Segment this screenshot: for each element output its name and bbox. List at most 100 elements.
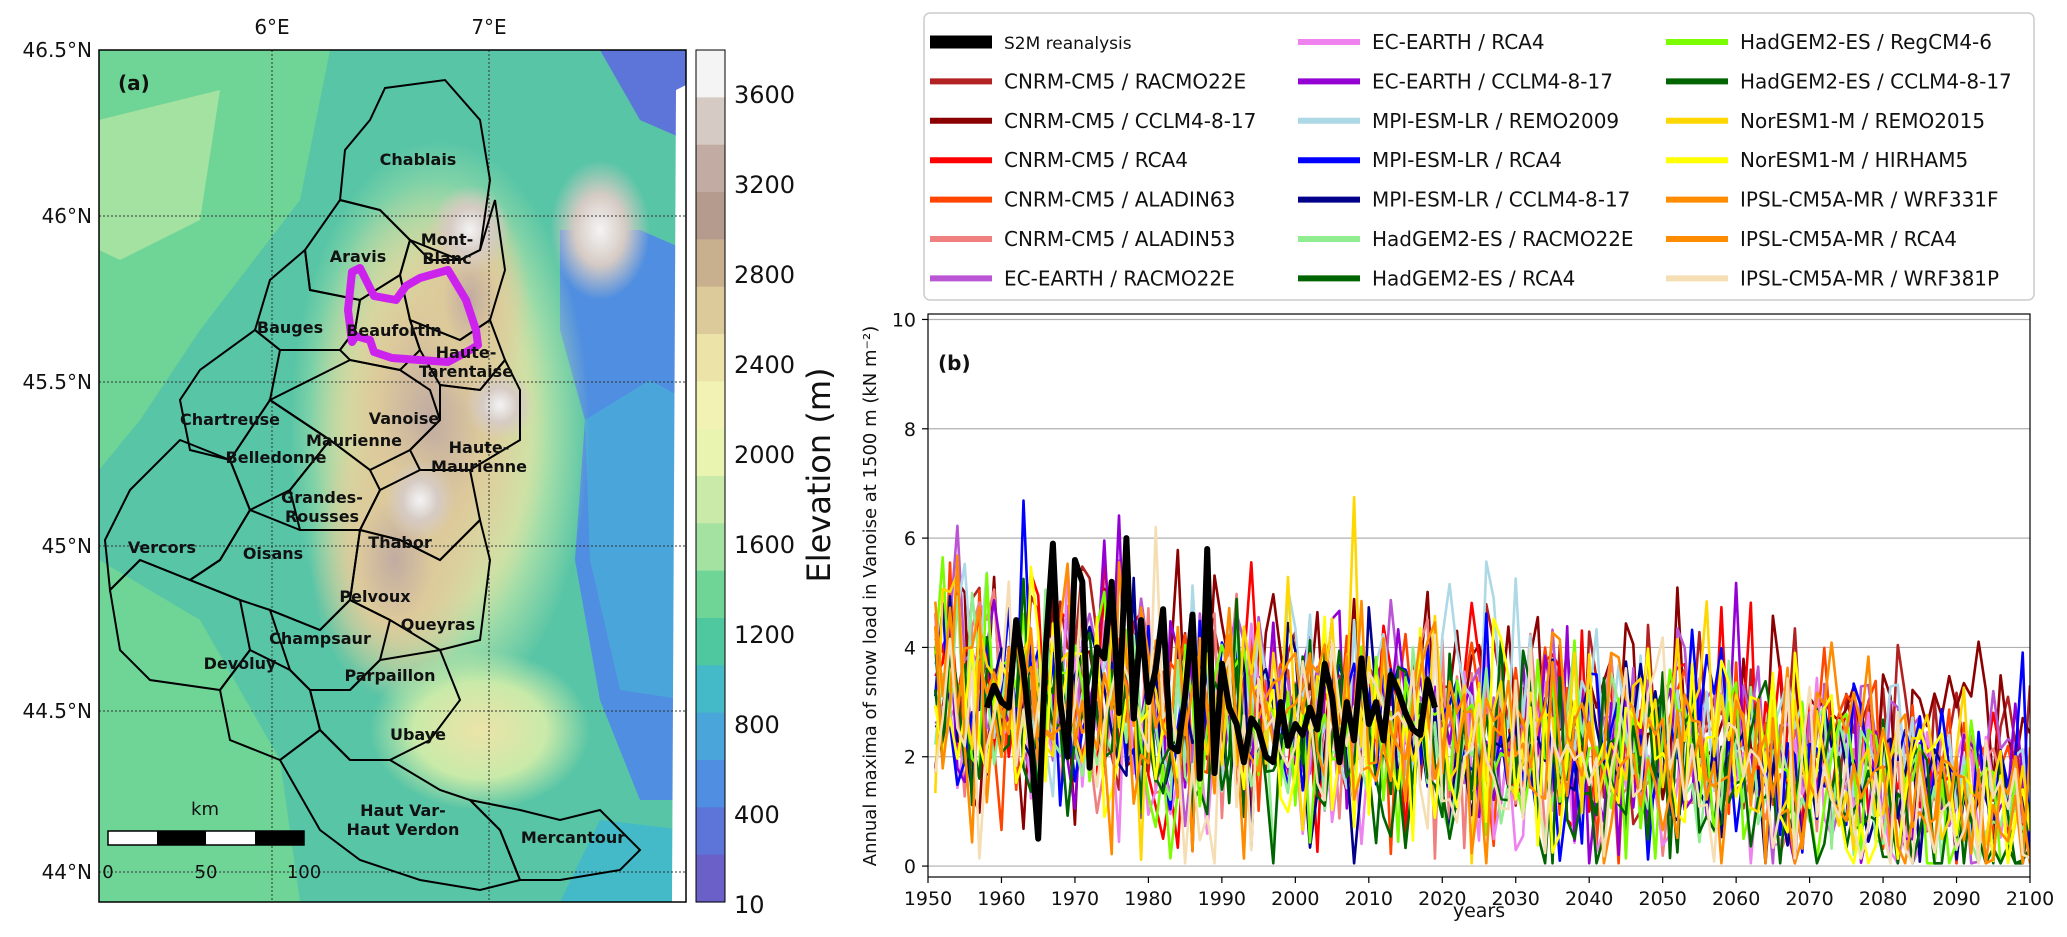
massif-label: Pelvoux bbox=[339, 587, 411, 606]
x-tick-label: 2040 bbox=[1565, 888, 1613, 910]
colorbar-swatch bbox=[696, 334, 725, 382]
colorbar-swatch bbox=[696, 50, 725, 98]
colorbar-tick: 1600 bbox=[734, 531, 795, 559]
y-tick-label: 4 bbox=[904, 637, 916, 659]
lat-label: 44°N bbox=[42, 860, 92, 884]
colorbar-tick: 800 bbox=[734, 711, 780, 739]
colorbar-tick: 3600 bbox=[734, 81, 795, 109]
massif-label-part: Rousses bbox=[285, 507, 359, 526]
massif-label: Belledonne bbox=[226, 448, 327, 467]
colorbar-swatch bbox=[696, 144, 725, 193]
legend-label: CNRM-CM5 / ALADIN63 bbox=[1004, 188, 1235, 212]
colorbar-swatch bbox=[696, 286, 725, 335]
legend-label: CNRM-CM5 / ALADIN53 bbox=[1004, 227, 1235, 251]
lat-label: 46.5°N bbox=[23, 38, 93, 62]
scale-bar-tick: 50 bbox=[195, 862, 218, 883]
x-tick-label: 2070 bbox=[1785, 888, 1833, 910]
massif-label-part: Haut Verdon bbox=[347, 820, 460, 839]
massif-label: Maurienne bbox=[306, 431, 402, 450]
lat-label: 45°N bbox=[42, 534, 92, 558]
massif-label: Devoluy bbox=[204, 654, 277, 673]
massif-label: Vercors bbox=[128, 538, 196, 557]
massif-label: Vanoise bbox=[369, 409, 440, 428]
x-tick-label: 2050 bbox=[1638, 888, 1686, 910]
colorbar-tick: 2000 bbox=[734, 441, 795, 469]
massif-label-part: Haute- bbox=[449, 438, 510, 457]
x-tick-label: 1970 bbox=[1051, 888, 1099, 910]
map-lat-labels: 46.5°N 46°N 45.5°N 45°N 44.5°N 44°N 6°E … bbox=[23, 15, 507, 884]
colorbar-swatch bbox=[696, 192, 725, 240]
colorbar-ticks: 3600 3200 2800 2400 2000 1600 1200 800 4… bbox=[734, 81, 795, 919]
elevation-map: Chablais Aravis Mont-Blanc Bauges Beaufo… bbox=[23, 15, 687, 903]
panel-a-label: (a) bbox=[118, 71, 150, 95]
legend-label: EC-EARTH / CCLM4-8-17 bbox=[1372, 69, 1613, 93]
colorbar-swatch bbox=[696, 97, 725, 146]
lat-label: 46°N bbox=[42, 204, 92, 228]
massif-label: Mont-Blanc bbox=[421, 230, 474, 268]
x-tick-label: 2100 bbox=[2006, 888, 2054, 910]
colorbar-swatch bbox=[696, 712, 725, 761]
x-tick-label: 1950 bbox=[904, 888, 952, 910]
legend-label: MPI-ESM-LR / RCA4 bbox=[1372, 148, 1562, 172]
massif-label: Grandes-Rousses bbox=[281, 488, 363, 526]
legend-label: CNRM-CM5 / RACMO22E bbox=[1004, 69, 1246, 93]
legend-label: S2M reanalysis bbox=[1004, 34, 1132, 54]
series-line bbox=[934, 560, 2030, 865]
colorbar-swatch bbox=[696, 760, 725, 808]
massif-label: Thabor bbox=[368, 533, 432, 552]
legend-label: HadGEM2-ES / RegCM4-6 bbox=[1740, 30, 1992, 54]
snow-load-chart: 1950 1960 1970 1980 1990 2000 2010 2020 2030 2040… bbox=[860, 309, 2054, 922]
massif-label: Oisans bbox=[243, 544, 303, 563]
scale-bar-tick: 0 bbox=[102, 862, 113, 883]
lat-label: 44.5°N bbox=[23, 699, 93, 723]
legend-label: NorESM1-M / HIRHAM5 bbox=[1740, 148, 1968, 172]
x-tick-label: 2000 bbox=[1271, 888, 1319, 910]
massif-label: Mercantour bbox=[521, 828, 625, 847]
x-axis-label: years bbox=[1453, 900, 1505, 922]
massif-label-part: Haut Var- bbox=[360, 801, 446, 820]
lon-label: 6°E bbox=[254, 15, 289, 39]
x-tick-label: 2090 bbox=[1932, 888, 1980, 910]
colorbar-tick: 400 bbox=[734, 801, 780, 829]
legend-label: HadGEM2-ES / RACMO22E bbox=[1372, 227, 1634, 251]
y-tick-label: 2 bbox=[904, 747, 916, 769]
colorbar-swatch bbox=[696, 523, 725, 572]
massif-label: Queyras bbox=[401, 615, 475, 634]
massif-label: Parpaillon bbox=[344, 666, 435, 685]
colorbar-swatch bbox=[696, 570, 725, 619]
colorbar-swatch bbox=[696, 807, 725, 856]
scale-bar-tick: 100 bbox=[287, 862, 321, 883]
colorbar-tick: 3200 bbox=[734, 171, 795, 199]
x-tick-label: 1960 bbox=[977, 888, 1025, 910]
massif-label-part: Grandes- bbox=[281, 488, 363, 507]
legend-label: EC-EARTH / RCA4 bbox=[1372, 30, 1545, 54]
legend-label: IPSL-CM5A-MR / WRF331F bbox=[1740, 188, 1999, 212]
massif-label: Chartreuse bbox=[180, 410, 280, 429]
elevation-colorbar: 3600 3200 2800 2400 2000 1600 1200 800 4… bbox=[695, 49, 838, 919]
massif-label-part: Tarentaise bbox=[419, 362, 513, 381]
colorbar-swatch bbox=[696, 381, 725, 430]
massif-label: Champsaur bbox=[269, 629, 371, 648]
y-tick-label: 8 bbox=[904, 419, 916, 441]
x-tick-label: 2030 bbox=[1492, 888, 1540, 910]
legend: S2M reanalysis CNRM-CM5 / RACMO22E CNRM-CM… bbox=[923, 12, 2035, 301]
legend-label: EC-EARTH / RACMO22E bbox=[1004, 266, 1235, 290]
colorbar-swatch bbox=[696, 618, 725, 666]
lon-label: 7°E bbox=[471, 15, 506, 39]
massif-label: Aravis bbox=[330, 247, 387, 266]
legend-label: MPI-ESM-LR / REMO2009 bbox=[1372, 109, 1619, 133]
y-tick-label: 0 bbox=[904, 856, 916, 878]
colorbar-swatch bbox=[696, 476, 725, 524]
x-tick-label: 1990 bbox=[1198, 888, 1246, 910]
massif-label: Haut Var-Haut Verdon bbox=[347, 801, 460, 839]
colorbar-swatch bbox=[696, 239, 725, 288]
legend-label: NorESM1-M / REMO2015 bbox=[1740, 109, 1985, 133]
panel-b-label: (b) bbox=[938, 351, 971, 375]
massif-label: Haute-Tarentaise bbox=[419, 343, 513, 381]
massif-boundaries bbox=[103, 78, 642, 892]
y-tick-label: 6 bbox=[904, 528, 916, 550]
colorbar-tick: 2800 bbox=[734, 261, 795, 289]
scale-bar-unit: km bbox=[191, 799, 219, 820]
massif-labels: Chablais Aravis Mont-Blanc Bauges Beaufo… bbox=[128, 150, 625, 847]
legend-label: CNRM-CM5 / CCLM4-8-17 bbox=[1004, 109, 1256, 133]
